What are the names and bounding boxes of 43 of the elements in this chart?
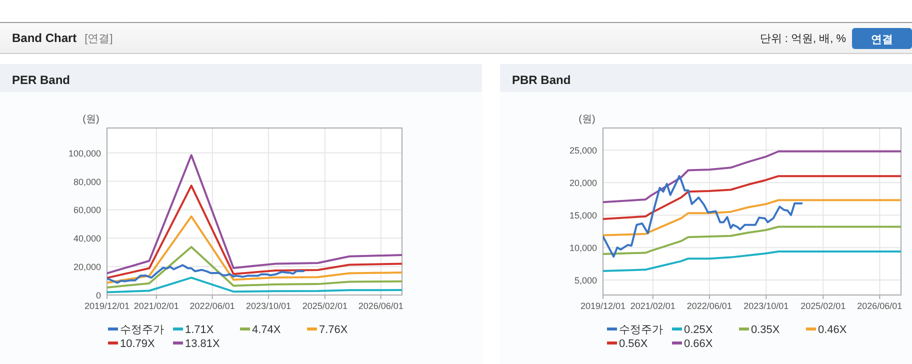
y-tick-label: 40,000 (73, 234, 101, 244)
x-tick-label: 2022/06/01 (190, 301, 235, 311)
x-tick-label: 2025/02/01 (302, 301, 348, 311)
x-tick-label: 2019/12/01 (84, 301, 130, 311)
x-tick-label: 2023/10/01 (744, 301, 789, 311)
y-tick-label: 5,000 (574, 276, 597, 286)
y-tick-label: 20,000 (73, 262, 101, 272)
y-tick-label: 100,000 (68, 148, 101, 158)
y-tick-label: 25,000 (569, 146, 597, 156)
y-tick-label: 10,000 (569, 243, 597, 254)
legend-label: 0.35X (751, 324, 780, 336)
legend-label: 1.71X (185, 324, 214, 336)
x-tick-label: 2019/12/01 (580, 301, 626, 311)
y-tick-label: 0 (96, 290, 101, 300)
legend-label: 0.25X (684, 324, 714, 336)
x-tick-label: 2023/10/01 (246, 301, 292, 311)
text: Band Chart (12, 31, 77, 45)
x-tick-label: 2022/06/01 (686, 301, 732, 311)
y-tick-label: 60,000 (73, 205, 101, 216)
text: [연결] (84, 33, 113, 45)
y-axis-title: (원) (578, 114, 596, 125)
y-tick-label: 80,000 (73, 176, 101, 187)
x-tick-label: 2021/02/01 (630, 301, 676, 311)
x-tick-label: 2025/02/01 (800, 301, 846, 311)
chart-title: PBR Band (512, 73, 571, 87)
button: 연결 (852, 28, 912, 49)
legend-label: 10.79X (120, 338, 156, 350)
legend-label: 7.76X (319, 324, 348, 336)
y-axis-title: (원) (82, 114, 100, 125)
x-tick-label: 2026/06/01 (857, 301, 902, 311)
legend-label: 수정주가 (120, 324, 164, 336)
y-tick-label: 15,000 (569, 210, 597, 221)
chart-title: PER Band (12, 73, 70, 87)
y-tick-label: 20,000 (569, 178, 597, 188)
legend-label: 4.74X (252, 324, 282, 336)
x-tick-label: 2026/06/01 (358, 301, 404, 311)
legend-label: 수정주가 (619, 324, 663, 336)
text: 단위 : 억원, 배, % (760, 33, 846, 45)
legend-label: 0.66X (684, 338, 714, 350)
legend-label: 0.56X (619, 338, 648, 350)
x-tick-label: 2021/02/01 (134, 301, 179, 311)
legend-label: 0.46X (818, 324, 848, 336)
legend-label: 13.81X (185, 338, 221, 350)
